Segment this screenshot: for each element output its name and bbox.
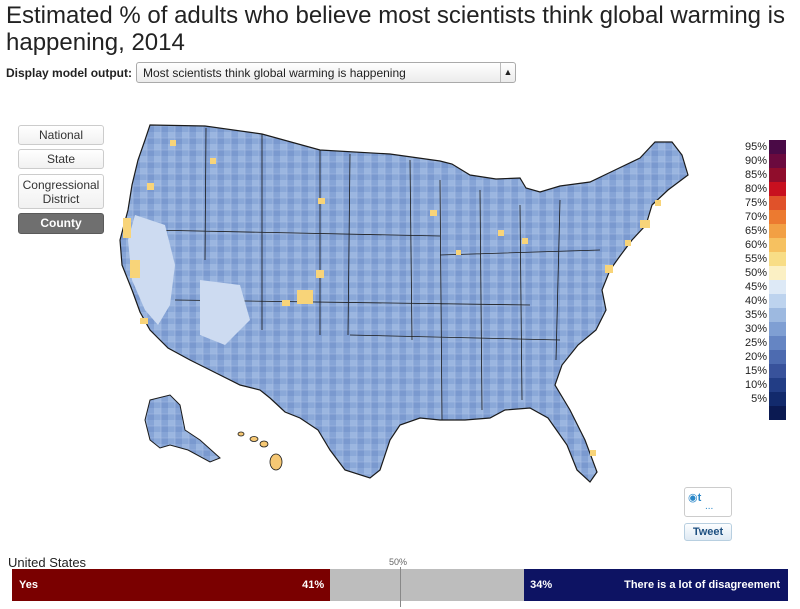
legend-item: 95% (744, 140, 788, 154)
legend-item: 85% (744, 168, 788, 182)
legend-swatch (769, 154, 786, 168)
national-button-label: National (38, 128, 84, 142)
legend-label: 50% (744, 267, 767, 279)
legend-label: 45% (744, 281, 767, 293)
legend-swatch (769, 364, 786, 378)
legend-item: 75% (744, 196, 788, 210)
legend-item: 65% (744, 224, 788, 238)
congressional-district-button[interactable]: Congressional District (18, 174, 104, 209)
yes-percent: 41% (302, 579, 325, 591)
legend-label: 10% (744, 379, 767, 391)
alaska[interactable] (144, 394, 221, 463)
legend-item: 20% (744, 350, 788, 364)
chevron-down-icon: ▲ (500, 63, 515, 82)
legend-label: 20% (744, 351, 767, 363)
model-output-dropdown[interactable]: Most scientists think global warming is … (136, 62, 516, 83)
legend-label: 55% (744, 253, 767, 265)
page-title: Estimated % of adults who believe most s… (6, 2, 786, 56)
congressional-district-button-label: Congressional District (22, 178, 100, 206)
legend-label: 80% (744, 183, 767, 195)
tweet-button[interactable]: Tweet (684, 523, 732, 541)
legend-swatch (769, 336, 786, 350)
legend-swatch (769, 252, 786, 266)
legend-swatch (769, 350, 786, 364)
dropdown-value: Most scientists think global warming is … (143, 65, 406, 80)
no-percent: 34% (530, 579, 553, 591)
legend-item: 35% (744, 308, 788, 322)
legend-item: 25% (744, 336, 788, 350)
yes-segment: Yes 41% (12, 569, 331, 601)
summary-bar: Yes 41% 34% There is a lot of disagreeme… (12, 569, 788, 601)
selector-label: Display model output: (6, 65, 132, 80)
county-button[interactable]: County (18, 213, 104, 234)
light-regions (128, 215, 250, 345)
model-output-selector-row: Display model output: Most scientists th… (6, 62, 516, 83)
legend-label: 35% (744, 309, 767, 321)
legend-label: 85% (744, 169, 767, 181)
legend-swatch (769, 406, 786, 420)
legend-swatch (769, 322, 786, 336)
legend-label: 5% (751, 393, 767, 405)
legend-label: 90% (744, 155, 767, 167)
share-icon: ◉t (688, 492, 702, 504)
legend-item: 80% (744, 182, 788, 196)
legend-label: 60% (744, 239, 767, 251)
national-button[interactable]: National (18, 125, 104, 145)
no-label: There is a lot of disagreement (624, 579, 780, 591)
state-button-label: State (46, 152, 76, 166)
legend-label: 65% (744, 225, 767, 237)
county-button-label: County (40, 216, 82, 230)
no-segment: 34% There is a lot of disagreement (524, 569, 788, 601)
legend-swatch (769, 196, 786, 210)
legend-swatch (769, 168, 786, 182)
legend-item: 5% (744, 392, 788, 406)
legend-swatch (769, 224, 786, 238)
legend-label: 25% (744, 337, 767, 349)
legend-swatch (769, 378, 786, 392)
yes-label: Yes (19, 579, 38, 591)
state-button[interactable]: State (18, 149, 104, 169)
legend-item: 90% (744, 154, 788, 168)
legend-swatch (769, 280, 786, 294)
legend-item: 55% (744, 252, 788, 266)
midpoint-label: 50% (389, 557, 408, 567)
legend-swatch (769, 308, 786, 322)
legend-swatch (769, 140, 786, 154)
legend-label: 30% (744, 323, 767, 335)
midpoint-line (400, 567, 401, 607)
high-belief-counties (123, 140, 661, 456)
legend-item (744, 406, 788, 420)
legend-label: 70% (744, 211, 767, 223)
legend-swatch (769, 294, 786, 308)
state-borders (149, 127, 601, 421)
us-county-map[interactable] (0, 0, 800, 550)
legend-swatch (769, 392, 786, 406)
neutral-segment (330, 569, 525, 601)
legend-label: 40% (744, 295, 767, 307)
legend-swatch (769, 182, 786, 196)
legend-label: 75% (744, 197, 767, 209)
legend-label: 15% (744, 365, 767, 377)
legend-swatch (769, 266, 786, 280)
color-legend: 95% 90% 85% 80% 75% 70% 65% 60% 55% 50% 45% 40% 35% 3… (744, 140, 788, 420)
legend-item: 70% (744, 210, 788, 224)
legend-item: 15% (744, 364, 788, 378)
legend-item: 50% (744, 266, 788, 280)
legend-swatch (769, 210, 786, 224)
legend-item: 30% (744, 322, 788, 336)
legend-item: 45% (744, 280, 788, 294)
legend-item: 40% (744, 294, 788, 308)
share-widget[interactable]: ◉t ... (684, 487, 732, 517)
legend-swatch (769, 238, 786, 252)
region-label: United States (8, 555, 87, 570)
legend-item: 10% (744, 378, 788, 392)
share-dots: ... (705, 501, 714, 512)
hawaii[interactable] (237, 431, 283, 471)
legend-item: 60% (744, 238, 788, 252)
legend-label: 95% (744, 141, 767, 153)
